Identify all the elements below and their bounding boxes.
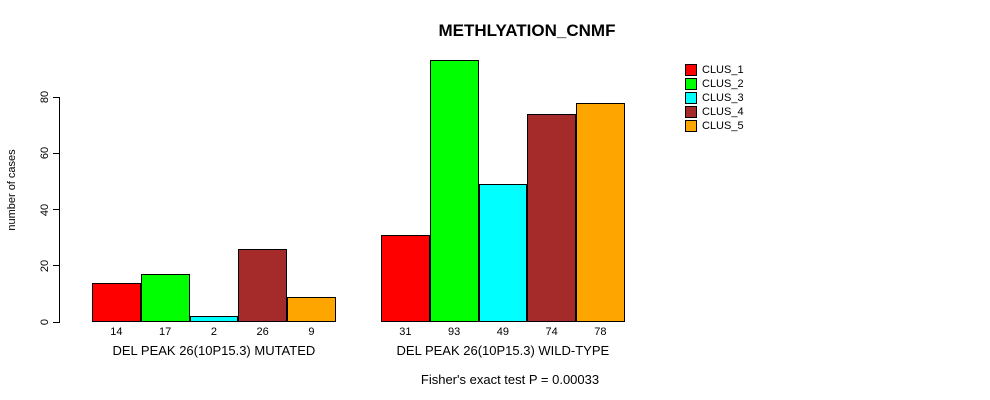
legend-label-clus_4: CLUS_4 [702,106,744,118]
legend-label-clus_3: CLUS_3 [702,92,744,104]
y-axis-tick-label: 60 [39,147,51,160]
bar-value-label: 93 [448,326,461,338]
bar-value-label: 78 [594,326,607,338]
legend-swatch-clus_5 [685,120,697,132]
bar-value-label: 26 [256,326,269,338]
legend-label-clus_2: CLUS_2 [702,78,744,90]
bar-value-label: 17 [159,326,172,338]
legend: CLUS_1 CLUS_2 CLUS_3 CLUS_4 CLUS_5 [685,63,744,133]
y-axis-tick [53,96,59,98]
legend-label-clus_1: CLUS_1 [702,64,744,76]
bar-value-label: 2 [210,326,217,338]
bar-clus_5-group1 [287,296,336,322]
bar-clus_3-group1 [189,316,239,322]
y-axis-tick [53,321,59,323]
legend-swatch-clus_2 [685,78,697,90]
bar-value-label: 49 [496,326,509,338]
bar-clus_3-group2 [478,184,528,322]
legend-swatch-clus_1 [685,64,697,76]
legend-item-clus_3: CLUS_3 [685,91,744,105]
y-axis-line [59,97,60,323]
legend-item-clus_2: CLUS_2 [685,77,744,91]
legend-label-clus_5: CLUS_5 [702,120,744,132]
bar-clus_1-group1 [92,282,141,322]
legend-item-clus_5: CLUS_5 [685,119,744,133]
bar-clus_1-group2 [381,234,430,322]
y-axis-tick [53,152,59,154]
fisher-test-annotation: Fisher's exact test P = 0.00033 [420,372,600,387]
y-axis-tick-label: 80 [39,90,51,104]
bar-clus_2-group1 [140,274,190,322]
category-label-group1: DEL PEAK 26(10P15.3) MUTATED [112,343,316,358]
bar-clus_5-group2 [576,102,625,322]
bar-clus_4-group1 [238,248,287,322]
legend-swatch-clus_4 [685,106,697,118]
bar-clus_4-group2 [527,113,576,322]
y-axis-tick-label: 20 [39,259,51,272]
bar-value-label: 14 [110,326,123,338]
bar-value-label: 31 [399,326,412,338]
y-axis-tick [53,265,59,267]
legend-item-clus_4: CLUS_4 [685,105,744,119]
bar-value-label: 9 [308,326,315,338]
chart-title: METHLYATION_CNMF [438,21,616,40]
legend-swatch-clus_3 [685,92,697,104]
y-axis-tick-label: 40 [39,203,51,216]
category-label-group2: DEL PEAK 26(10P15.3) WILD-TYPE [396,343,610,358]
bar-value-label: 74 [545,326,558,338]
bar-clus_2-group2 [429,60,479,322]
y-axis-tick [53,209,59,210]
legend-item-clus_1: CLUS_1 [685,63,744,77]
y-axis-label: number of cases [6,149,18,231]
y-axis-tick-label: 0 [39,318,51,326]
